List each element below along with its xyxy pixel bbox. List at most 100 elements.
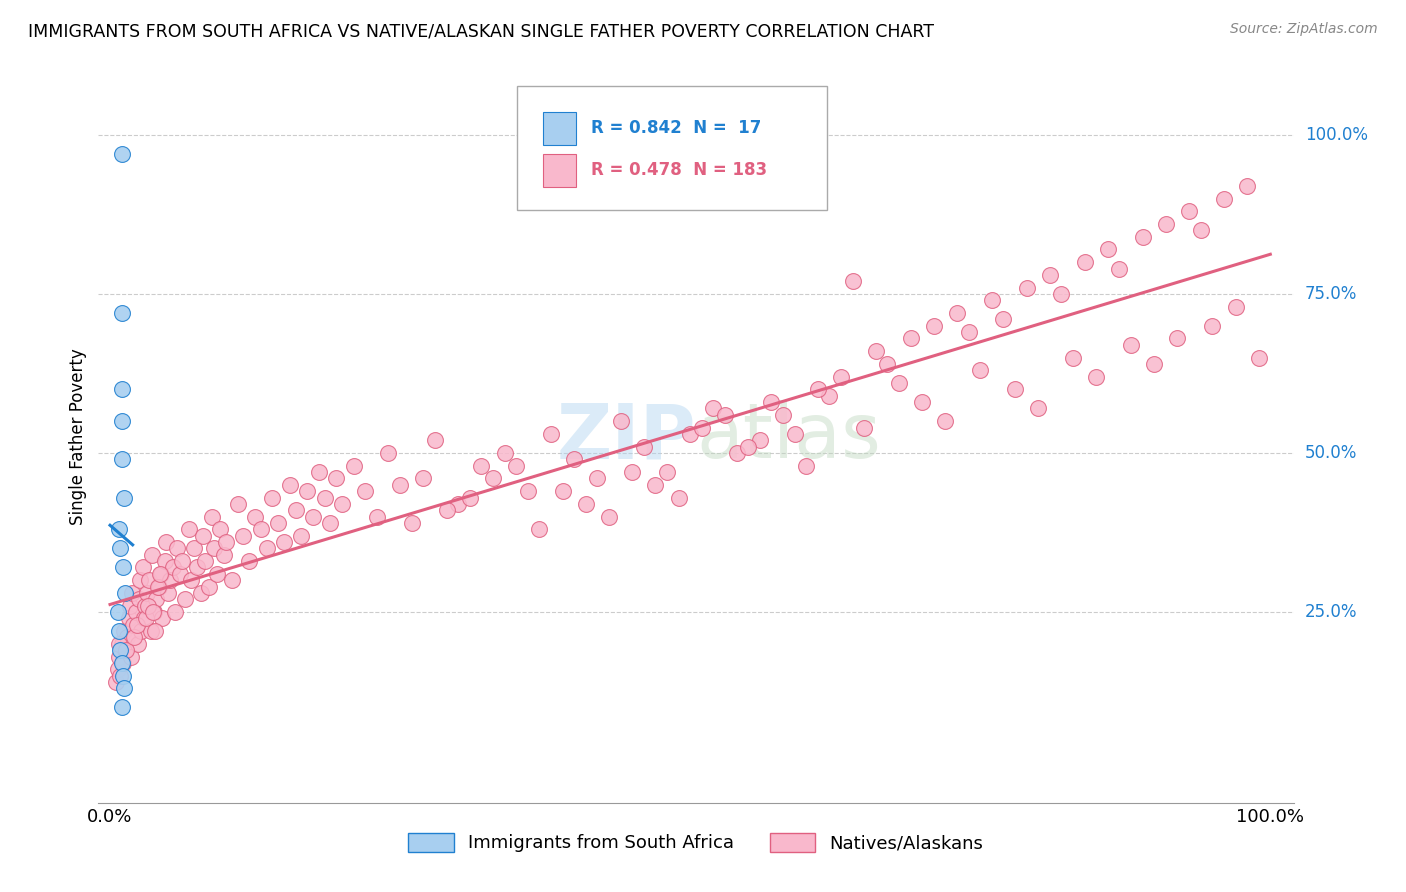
Legend: Immigrants from South Africa, Natives/Alaskans: Immigrants from South Africa, Natives/Al… bbox=[401, 826, 991, 860]
Point bbox=[107, 662, 129, 676]
Point bbox=[308, 465, 330, 479]
Point bbox=[1143, 357, 1166, 371]
Point bbox=[136, 599, 159, 613]
Point bbox=[494, 446, 516, 460]
Point bbox=[314, 491, 336, 505]
Point bbox=[118, 599, 141, 613]
Point bbox=[117, 631, 139, 645]
Point bbox=[482, 471, 505, 485]
Point bbox=[562, 452, 585, 467]
Point bbox=[325, 471, 347, 485]
Point bbox=[111, 452, 134, 467]
Point bbox=[865, 344, 887, 359]
Point bbox=[330, 497, 353, 511]
Point bbox=[111, 147, 134, 161]
Point bbox=[772, 408, 794, 422]
Point bbox=[302, 509, 325, 524]
Text: 50.0%: 50.0% bbox=[1305, 444, 1357, 462]
Point bbox=[366, 509, 388, 524]
Point bbox=[117, 611, 139, 625]
Text: 25.0%: 25.0% bbox=[1305, 603, 1357, 621]
Point bbox=[131, 560, 153, 574]
Point bbox=[186, 560, 208, 574]
Point bbox=[551, 484, 574, 499]
Point bbox=[389, 477, 412, 491]
Point bbox=[830, 369, 852, 384]
Point bbox=[853, 420, 876, 434]
Point bbox=[644, 477, 666, 491]
Point bbox=[1225, 300, 1247, 314]
Point bbox=[412, 471, 434, 485]
Text: 100.0%: 100.0% bbox=[1305, 126, 1368, 144]
Point bbox=[1189, 223, 1212, 237]
Point bbox=[111, 414, 134, 428]
Point bbox=[138, 573, 160, 587]
Point bbox=[232, 529, 254, 543]
Point bbox=[737, 440, 759, 454]
Point bbox=[111, 560, 134, 574]
Point bbox=[818, 389, 841, 403]
Point bbox=[238, 554, 260, 568]
Point bbox=[243, 509, 266, 524]
Point bbox=[145, 592, 167, 607]
Point bbox=[436, 503, 458, 517]
Point bbox=[111, 668, 134, 682]
Point bbox=[714, 408, 737, 422]
Point bbox=[911, 395, 934, 409]
Point bbox=[505, 458, 527, 473]
Point bbox=[226, 497, 249, 511]
Point bbox=[278, 477, 301, 491]
Point bbox=[108, 624, 131, 638]
Point bbox=[655, 465, 678, 479]
Point bbox=[946, 306, 969, 320]
Point bbox=[110, 643, 132, 657]
Point bbox=[180, 573, 202, 587]
Point bbox=[129, 573, 152, 587]
Point bbox=[191, 529, 214, 543]
Point bbox=[679, 426, 702, 441]
Point bbox=[783, 426, 806, 441]
Point bbox=[112, 624, 135, 638]
Point bbox=[111, 656, 134, 670]
Point bbox=[141, 548, 163, 562]
Point bbox=[900, 331, 922, 345]
Point bbox=[262, 491, 284, 505]
Point bbox=[108, 522, 131, 536]
Point bbox=[1026, 401, 1049, 416]
Point bbox=[621, 465, 644, 479]
Point bbox=[1085, 369, 1108, 384]
Point bbox=[159, 573, 181, 587]
Point bbox=[201, 509, 224, 524]
Point bbox=[149, 566, 172, 581]
Point bbox=[1062, 351, 1084, 365]
Point bbox=[111, 700, 134, 714]
Point bbox=[297, 484, 319, 499]
Point bbox=[190, 586, 212, 600]
Point bbox=[114, 586, 136, 600]
Text: Source: ZipAtlas.com: Source: ZipAtlas.com bbox=[1230, 22, 1378, 37]
Point bbox=[124, 631, 146, 645]
Point bbox=[267, 516, 290, 530]
Point bbox=[470, 458, 492, 473]
Point bbox=[807, 383, 830, 397]
Text: ZIP: ZIP bbox=[557, 401, 696, 474]
Text: atlas: atlas bbox=[696, 401, 880, 474]
Point bbox=[136, 586, 159, 600]
Point bbox=[112, 491, 135, 505]
Point bbox=[1119, 338, 1142, 352]
Point bbox=[131, 624, 153, 638]
Point bbox=[922, 318, 945, 333]
Point bbox=[128, 592, 150, 607]
Text: R = 0.842  N =  17: R = 0.842 N = 17 bbox=[591, 120, 761, 137]
Point bbox=[290, 529, 312, 543]
Point bbox=[887, 376, 910, 390]
Point bbox=[761, 395, 783, 409]
Point bbox=[212, 548, 235, 562]
FancyBboxPatch shape bbox=[543, 153, 576, 186]
Point bbox=[529, 522, 551, 536]
Point bbox=[169, 566, 191, 581]
Point bbox=[221, 573, 243, 587]
Point bbox=[170, 554, 193, 568]
Point bbox=[110, 668, 132, 682]
Point bbox=[1004, 383, 1026, 397]
